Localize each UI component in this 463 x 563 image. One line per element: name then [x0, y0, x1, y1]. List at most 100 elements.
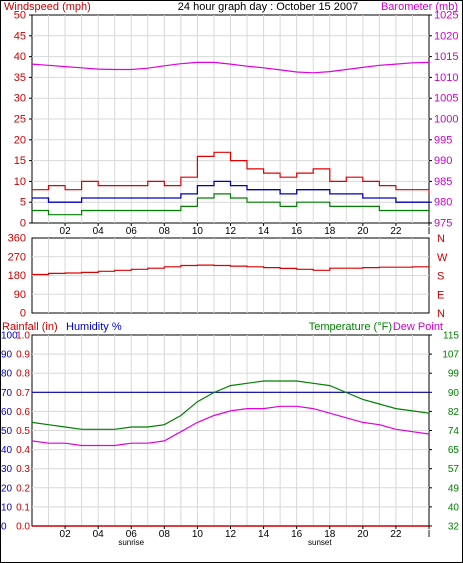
- rainfall-tick-label: 0.8: [16, 369, 30, 380]
- x-tick-label: I: [428, 226, 431, 237]
- humidity-axis-label: Humidity %: [66, 321, 122, 333]
- rainfall-tick-label: 0.7: [16, 388, 30, 399]
- rainfall-ticks: 1.0 0.9 0.8 0.7 0.6 0.5 0.4 0.3 0.2 0.1 0.0: [16, 331, 30, 533]
- x-tick-label: 10: [192, 226, 204, 237]
- x-tick-label: 16: [291, 529, 303, 540]
- temperature-axis-label: Temperature (°F): [309, 321, 392, 333]
- x-tick-label: 02: [60, 529, 72, 540]
- rainfall-axis-label: Rainfall (in): [2, 321, 58, 333]
- chart-title: 24 hour graph day : October 15 2007: [178, 1, 358, 13]
- windspeed-axis-label: Windspeed (mph): [4, 1, 91, 13]
- x-tick-label: 12: [225, 226, 237, 237]
- dew-point-line: [31, 405, 430, 447]
- x-tick-label: 20: [357, 226, 369, 237]
- x-tick-label: 18: [324, 529, 336, 540]
- x-tick-label: 08: [159, 529, 171, 540]
- humidity-tick-label: 60: [1, 407, 13, 418]
- rainfall-tick-label: 0.1: [16, 502, 30, 513]
- x-tick-label: 16: [291, 226, 303, 237]
- windspeed-tick-label: 15: [14, 155, 26, 167]
- windspeed-tick-label: 35: [14, 72, 26, 84]
- thermo-series: [31, 380, 430, 527]
- windspeed-tick-label: 45: [14, 30, 26, 42]
- x-tick-label: 06: [126, 529, 138, 540]
- temperature-tick-label: 115: [443, 331, 459, 342]
- direction-degree-label: 270: [8, 251, 26, 263]
- barometer-tick-label: 995: [434, 134, 452, 146]
- wind-avg-line: [32, 180, 429, 203]
- windspeed-tick-label: 5: [20, 197, 26, 209]
- sunrise-label: sunrise: [118, 538, 144, 547]
- temperature-tick-label: 90: [448, 388, 460, 399]
- direction-grid: [32, 238, 429, 313]
- rainfall-tick-label: 1.0: [16, 331, 30, 342]
- wind-speed-line: [32, 193, 429, 216]
- direction-compass-label: N: [437, 308, 445, 320]
- windspeed-tick-label: 10: [14, 176, 26, 188]
- barometer-tick-label: 1000: [434, 114, 458, 126]
- humidity-tick-label: 0: [1, 522, 7, 533]
- rainfall-tick-label: 0.9: [16, 350, 30, 361]
- rainfall-tick-label: 0.4: [16, 445, 30, 456]
- barometer-line: [31, 61, 430, 74]
- temperature-tick-label: 74: [448, 426, 460, 437]
- barometer-tick-label: 1005: [434, 93, 458, 105]
- barometer-tick-label: 985: [434, 176, 452, 188]
- direction-compass-label: W: [437, 252, 448, 264]
- wind-grid: [32, 15, 429, 223]
- barometer-tick-label: 1025: [434, 10, 458, 22]
- direction-degree-label: 90: [14, 289, 26, 301]
- barometer-tick-label: 1020: [434, 30, 458, 42]
- dew-point-axis-label: Dew Point: [393, 321, 443, 333]
- humidity-tick-label: 80: [1, 369, 13, 380]
- temperature-tick-label: 82: [448, 407, 460, 418]
- windspeed-tick-label: 20: [14, 134, 26, 146]
- wind-series: [31, 61, 430, 216]
- barometer-axis-label: Barometer (mb): [381, 1, 458, 13]
- x-tick-label: 06: [126, 226, 138, 237]
- humidity-tick-label: 40: [1, 445, 13, 456]
- x-tick-label: 04: [93, 226, 105, 237]
- x-tick-label: 14: [258, 226, 270, 237]
- rainfall-tick-label: 0.2: [16, 483, 30, 494]
- humidity-tick-label: 30: [1, 464, 13, 475]
- humidity-tick-label: 100: [1, 331, 18, 342]
- barometer-tick-label: 990: [434, 155, 452, 167]
- x-tick-label: 14: [258, 529, 270, 540]
- sunset-label: sunset: [308, 538, 332, 547]
- windspeed-tick-label: 25: [14, 114, 26, 126]
- temperature-tick-label: 107: [442, 350, 459, 361]
- direction-compass-label: N: [437, 233, 445, 245]
- x-tick-label: 22: [390, 529, 402, 540]
- barometer-tick-label: 1015: [434, 51, 458, 63]
- temperature-tick-label: 65: [448, 445, 460, 456]
- barometer-ticks: 975 980 985 990 995 1000 1005 1010 1015 1020 1025: [429, 10, 458, 230]
- temperature-tick-label: 32: [448, 522, 460, 533]
- barometer-tick-label: 980: [434, 197, 452, 209]
- windspeed-tick-label: 50: [14, 10, 26, 22]
- x-tick-label: 08: [159, 226, 171, 237]
- rainfall-tick-label: 0.6: [16, 407, 30, 418]
- direction-degree-label: 0: [20, 308, 26, 320]
- temperature-tick-label: 99: [448, 369, 460, 380]
- barometer-tick-label: 1010: [434, 72, 458, 84]
- rainfall-tick-label: 0.0: [16, 522, 30, 533]
- direction-degree-label: 360: [8, 233, 26, 245]
- wind-direction-line: [32, 264, 429, 276]
- x-tick-label: 04: [93, 529, 105, 540]
- rainfall-tick-label: 0.3: [16, 464, 30, 475]
- windspeed-tick-label: 0: [20, 218, 26, 230]
- windspeed-tick-label: 30: [14, 93, 26, 105]
- x-tick-label: 02: [60, 226, 72, 237]
- barometer-tick-label: 975: [434, 218, 452, 230]
- x-tick-label: I: [428, 529, 431, 540]
- temperature-line: [31, 380, 430, 430]
- x-tick-label: 10: [192, 529, 204, 540]
